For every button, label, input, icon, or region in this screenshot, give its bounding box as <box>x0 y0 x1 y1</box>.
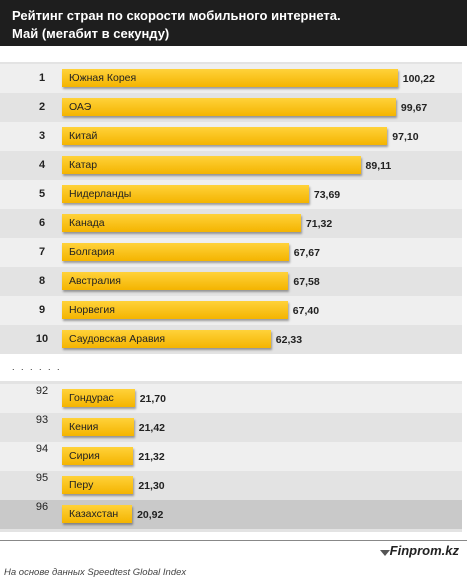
chart-title-box: Рейтинг стран по скорости мобильного инт… <box>0 0 467 46</box>
category-label: Китай <box>69 130 98 142</box>
category-label: Катар <box>69 159 98 171</box>
rank-label: 8 <box>38 275 46 287</box>
category-label: Перу <box>69 479 94 491</box>
rank-label: 2 <box>38 101 46 113</box>
bar: Гондурас <box>62 389 135 407</box>
bar-row-top-5: 5 Нидерланды 73,69 <box>0 180 462 209</box>
source-note: На основе данных Speedtest Global Index <box>4 567 187 578</box>
value-label: 89,11 <box>365 160 392 172</box>
bar-row-bottom-1: 92 Гондурас 21,70 <box>0 384 462 413</box>
bar-row-top-4: 4 Катар 89,11 <box>0 151 462 180</box>
bar-row-bottom-3: 94 Сирия 21,32 <box>0 442 462 471</box>
value-label: 67,58 <box>293 276 320 288</box>
rank-label: 93 <box>35 414 49 426</box>
bar-row-top-10: 10 Саудовская Аравия 62,33 <box>0 325 462 354</box>
bar: Канада <box>62 214 301 232</box>
rank-label: 94 <box>35 443 49 455</box>
category-label: Казахстан <box>69 508 119 520</box>
value-label: 100,22 <box>402 73 435 85</box>
category-label: Сирия <box>69 450 100 462</box>
value-label: 21,42 <box>138 422 166 434</box>
bar-row-top-3: 3 Китай 97,10 <box>0 122 462 151</box>
category-label: Кения <box>69 421 99 433</box>
category-label: Саудовская Аравия <box>69 333 166 345</box>
brand-arrow-icon <box>380 550 390 556</box>
rank-label: 5 <box>38 188 46 200</box>
footer-divider <box>0 540 467 541</box>
bar: Китай <box>62 127 388 145</box>
rank-label: 92 <box>35 385 49 397</box>
bar: Нидерланды <box>62 185 309 203</box>
brand-logo: Finprom.kz <box>389 543 459 558</box>
value-label: 67,67 <box>293 247 320 259</box>
rank-label: 95 <box>35 472 49 484</box>
bar-row-top-2: 2 ОАЭ 99,67 <box>0 93 462 122</box>
rank-label: 6 <box>38 217 46 229</box>
rank-label: 96 <box>35 501 49 513</box>
value-label: 62,33 <box>275 334 303 346</box>
rank-label: 4 <box>38 159 46 171</box>
bar-row-bottom-2: 93 Кения 21,42 <box>0 413 462 442</box>
bar: Перу <box>62 476 134 494</box>
category-label: Нидерланды <box>69 188 132 200</box>
bar: Южная Корея <box>62 69 398 87</box>
bar-row-top-6: 6 Канада 71,32 <box>0 209 462 238</box>
rank-label: 9 <box>38 304 46 316</box>
category-label: Гондурас <box>69 392 114 404</box>
category-label: Австралия <box>69 275 121 287</box>
bar: Саудовская Аравия <box>62 330 271 348</box>
bar: Кения <box>62 418 134 436</box>
rank-label: 7 <box>38 246 46 258</box>
bar: Австралия <box>62 272 289 290</box>
category-label: Норвегия <box>69 304 115 316</box>
value-label: 97,10 <box>392 131 419 143</box>
bar-row-bottom-4: 95 Перу 21,30 <box>0 471 462 500</box>
value-label: 21,70 <box>139 393 166 405</box>
bar-row-top-9: 9 Норвегия 67,40 <box>0 296 462 325</box>
category-label: Канада <box>69 217 105 229</box>
category-label: Южная Корея <box>69 72 137 84</box>
category-label: Болгария <box>69 246 115 258</box>
rank-label: 10 <box>35 333 49 345</box>
bar: ОАЭ <box>62 98 396 116</box>
separator-dots: . . . . . . <box>12 362 62 372</box>
bar-row-top-8: 8 Австралия 67,58 <box>0 267 462 296</box>
chart-title-line-2: Май (мегабит в секунду) <box>12 26 170 41</box>
value-label: 99,67 <box>400 102 428 114</box>
category-label: ОАЭ <box>69 101 92 113</box>
value-label: 67,40 <box>292 305 320 317</box>
value-label: 71,32 <box>305 218 333 230</box>
bar: Норвегия <box>62 301 288 319</box>
value-label: 20,92 <box>137 509 164 521</box>
bar-row-bottom-5: 96 Казахстан 20,92 <box>0 500 462 529</box>
rank-label: 1 <box>38 72 46 84</box>
bar-row-top-7: 7 Болгария 67,67 <box>0 238 462 267</box>
bar: Сирия <box>62 447 134 465</box>
chart-title-line-1: Рейтинг стран по скорости мобильного инт… <box>12 8 341 23</box>
value-label: 73,69 <box>313 189 341 201</box>
bar: Казахстан <box>62 505 133 523</box>
rank-label: 3 <box>38 130 46 142</box>
bar: Болгария <box>62 243 289 261</box>
value-label: 21,30 <box>138 480 165 492</box>
bar: Катар <box>62 156 361 174</box>
bar-row-top-1: 1 Южная Корея 100,22 <box>0 64 462 93</box>
value-label: 21,32 <box>138 451 165 463</box>
